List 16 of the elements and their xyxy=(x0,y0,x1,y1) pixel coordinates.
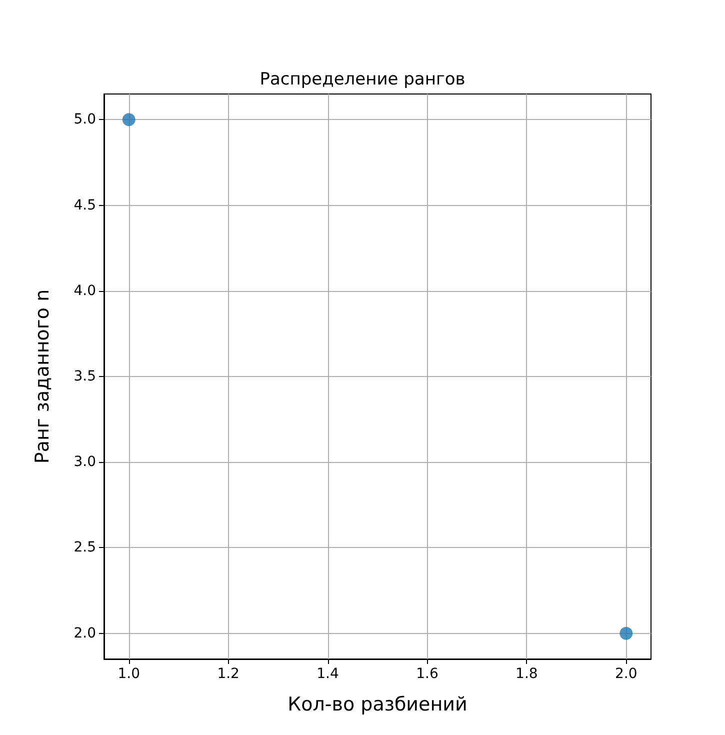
y-tick-label: 5.0 xyxy=(74,112,96,128)
x-tick-label: 1.8 xyxy=(516,666,538,682)
x-tick-label: 2.0 xyxy=(615,666,638,682)
y-tick-label: 2.0 xyxy=(74,625,96,642)
y-tick-label: 3.5 xyxy=(74,368,96,384)
y-axis-title: Ранг заданного n xyxy=(32,289,54,464)
x-tick-label: 1.6 xyxy=(416,666,438,682)
x-tick-label: 1.0 xyxy=(118,666,140,682)
x-axis-title: Кол-во разбиений xyxy=(288,694,468,716)
chart-title: Распределение рангов xyxy=(260,70,466,90)
y-tick-label: 3.0 xyxy=(74,454,96,470)
y-tick-label: 4.5 xyxy=(74,197,96,214)
y-tick-label: 4.0 xyxy=(74,282,96,299)
x-tick-label: 1.2 xyxy=(217,666,240,682)
x-tick-label: 1.4 xyxy=(316,666,339,682)
y-tick-label: 2.5 xyxy=(74,540,96,556)
